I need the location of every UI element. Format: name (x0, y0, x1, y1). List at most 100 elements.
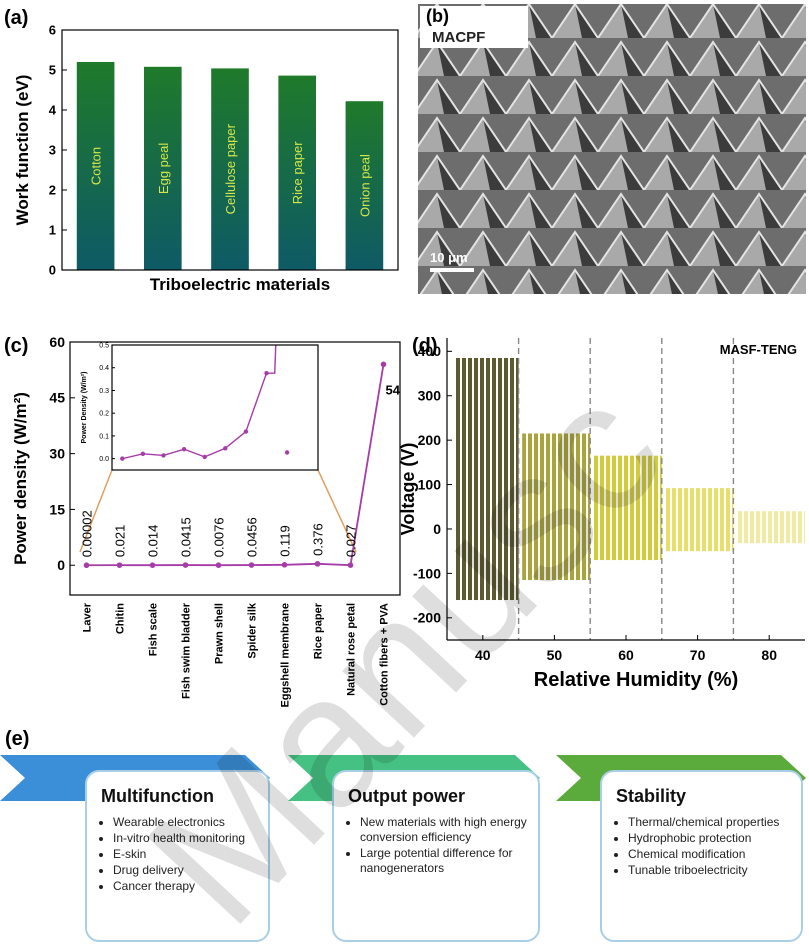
data-label: 0.027 (344, 525, 359, 558)
inset-point (284, 450, 290, 455)
y-tick-label: 200 (418, 432, 442, 448)
inset-point (264, 370, 269, 376)
scale-bar-label: 10 μm (430, 250, 468, 265)
step-item: E-skin (113, 847, 258, 862)
step-list: Thermal/chemical propertiesHydrophobic p… (616, 815, 791, 878)
bar-category-label: Egg peal (156, 143, 171, 194)
data-label: 0.119 (278, 525, 293, 557)
data-point (347, 562, 354, 568)
step-item: Cancer therapy (113, 879, 258, 894)
x-axis-label: Relative Humidity (%) (534, 669, 738, 691)
step-item: In-vitro health monitoring (113, 831, 258, 846)
step-title: Output power (348, 786, 465, 806)
step-item: Tunable triboelectricity (628, 863, 791, 878)
x-axis-label: Triboelectric materials (150, 275, 330, 294)
bar (143, 66, 182, 270)
bar-category-label: Rice paper (290, 141, 305, 205)
data-label: 0.021 (113, 525, 128, 558)
y-axis-label: Power density (W/m²) (11, 392, 30, 565)
sem-image (418, 4, 806, 294)
x-tick-label: Cotton fibers + PVA (379, 603, 391, 706)
step-list: Wearable electronicsIn-vitro health moni… (101, 815, 258, 894)
y-tick-label: 0 (49, 263, 56, 278)
step-item: Drug delivery (113, 863, 258, 878)
x-tick-label: Chitin (115, 603, 127, 634)
y-axis-label: Work function (eV) (13, 75, 32, 226)
y-tick-label: 0 (57, 557, 65, 573)
bar (278, 75, 317, 270)
data-point (83, 562, 90, 569)
x-tick-label: Eggshell membrane (280, 603, 292, 708)
step-title: Multifunction (101, 786, 214, 806)
voltage-band (736, 511, 805, 544)
data-point (116, 562, 123, 568)
y-tick-label: 45 (49, 390, 65, 406)
step-box: Stability Thermal/chemical propertiesHydr… (600, 770, 803, 942)
inset-point (223, 446, 228, 451)
inset-y-tick-label: 0.5 (99, 343, 109, 350)
step-title: Stability (616, 786, 687, 806)
inset-background (112, 345, 318, 470)
label-box (420, 6, 528, 48)
step-item: Thermal/chemical properties (628, 815, 791, 830)
inset-y-tick-label: 0.0 (99, 456, 109, 463)
bar (76, 62, 115, 270)
inset-y-tick-label: 0.4 (99, 365, 109, 372)
y-tick-label: 3 (49, 143, 56, 158)
data-point (215, 562, 222, 569)
inset-rise (266, 344, 277, 374)
step-item: Large potential difference for nanogener… (360, 846, 528, 876)
data-point (248, 562, 255, 568)
inset-point (243, 429, 249, 434)
bar-category-label: Cellulose paper (223, 123, 238, 214)
voltage-band (454, 357, 519, 601)
y-tick-label: -200 (413, 610, 441, 626)
data-label: 54 (386, 382, 401, 397)
power-line (86, 364, 385, 567)
data-label: 0.0076 (212, 517, 227, 557)
annotation: MASF-TENG (720, 342, 797, 357)
step-item: Chemical modification (628, 847, 791, 862)
bar-category-label: Cotton (89, 147, 104, 185)
x-tick-label: Spider silk (247, 602, 259, 659)
step-box: Multifunction Wearable electronicsIn-vitr… (85, 770, 270, 942)
bar-category-label: Onion peal (357, 154, 372, 217)
data-label: 0.376 (311, 523, 326, 556)
data-point (380, 361, 387, 368)
panel-label: (e) (5, 728, 29, 750)
bar (211, 68, 249, 271)
x-tick-label: Rice paper (313, 602, 325, 659)
inset-connector (79, 469, 113, 553)
data-label: 0.014 (146, 525, 161, 558)
inset-line (122, 372, 268, 460)
data-point (149, 562, 156, 568)
y-axis-label: Voltage (V) (398, 443, 418, 536)
step-item: Hydrophobic protection (628, 831, 791, 846)
data-label: 0.00002 (80, 510, 95, 557)
y-tick-label: 30 (49, 446, 65, 462)
plot-frame (111, 344, 319, 471)
step-list: New materials with high energy conversio… (348, 815, 528, 876)
data-label: 0.0415 (179, 517, 194, 557)
y-tick-label: 1 (49, 223, 56, 238)
data-label: 0.0456 (245, 517, 260, 557)
x-tick-label: 40 (475, 647, 491, 663)
sample-label: MACPF (432, 29, 485, 46)
y-tick-label: 2 (49, 183, 56, 198)
plot-frame (69, 341, 401, 596)
inset-point (202, 454, 207, 460)
y-tick-label: 0 (433, 521, 441, 537)
y-tick-label: 5 (49, 63, 56, 78)
inset-y-tick-label: 0.2 (99, 411, 109, 418)
x-tick-label: Fish swim bladder (181, 602, 193, 699)
inset-point (120, 456, 125, 461)
panel-label: (d) (412, 335, 438, 357)
data-point (281, 561, 288, 568)
step-item: Wearable electronics (113, 815, 258, 830)
voltage-band (593, 455, 662, 561)
x-tick-label: 80 (761, 647, 777, 663)
y-tick-label: 60 (49, 334, 65, 350)
x-tick-label: 60 (618, 647, 634, 663)
scale-bar (430, 268, 474, 272)
x-tick-label: Prawn shell (214, 603, 226, 664)
